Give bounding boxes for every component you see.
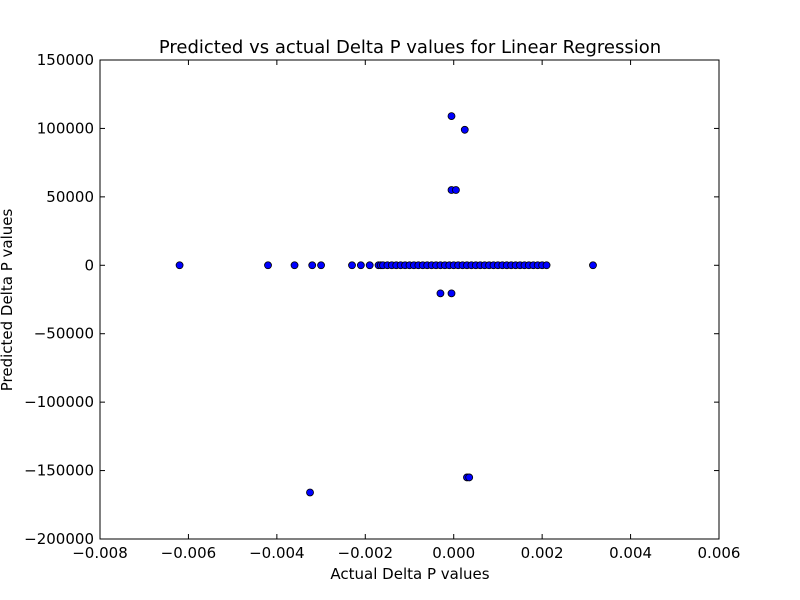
y-tick-label: 100000 — [37, 119, 94, 137]
plot-area: −0.008 −0.006 −0.004 −0.002 0.000 0.002 0.004 0… — [24, 51, 740, 562]
y-tick-label: 0 — [84, 256, 94, 274]
scatter-point — [452, 186, 460, 194]
y-tick-label: −150000 — [24, 462, 94, 480]
chart-title: Predicted vs actual Delta P values for L… — [159, 37, 661, 58]
y-tick-label: 50000 — [46, 188, 94, 206]
scatter-point — [308, 261, 317, 270]
scatter-point — [290, 261, 299, 270]
x-tick-label: 0.006 — [698, 544, 741, 562]
scatter-point — [365, 261, 374, 270]
scatter-point — [317, 261, 325, 270]
x-tick-label: −0.002 — [338, 544, 394, 562]
scatter-point — [264, 261, 272, 270]
y-tick-label: −200000 — [24, 530, 94, 548]
scatter-point — [356, 261, 365, 270]
x-tick-label: −0.008 — [72, 544, 128, 562]
y-tick-label: 150000 — [37, 51, 94, 69]
scatter-point — [542, 261, 551, 270]
scatter-point — [436, 289, 445, 298]
x-tick-label: −0.004 — [249, 544, 305, 562]
x-tick-label: −0.006 — [161, 544, 217, 562]
scatter-point — [306, 488, 314, 497]
y-tick-label: −50000 — [34, 325, 94, 343]
scatter-point — [348, 261, 356, 270]
scatter-point — [447, 289, 456, 298]
x-tick-label: 0.002 — [521, 544, 564, 562]
plot-frame — [99, 59, 720, 540]
y-axis-label: Predicted Delta P values — [0, 209, 16, 392]
x-tick-label: 0.000 — [432, 544, 475, 562]
scatter-point — [447, 112, 456, 121]
scatter-point — [465, 473, 474, 482]
scatter-point — [175, 261, 184, 270]
x-tick-label: 0.004 — [609, 544, 652, 562]
x-axis-label: Actual Delta P values — [330, 565, 489, 583]
y-tick-label: −100000 — [24, 393, 94, 411]
scatter-point — [589, 261, 597, 270]
scatter-point — [460, 125, 469, 134]
